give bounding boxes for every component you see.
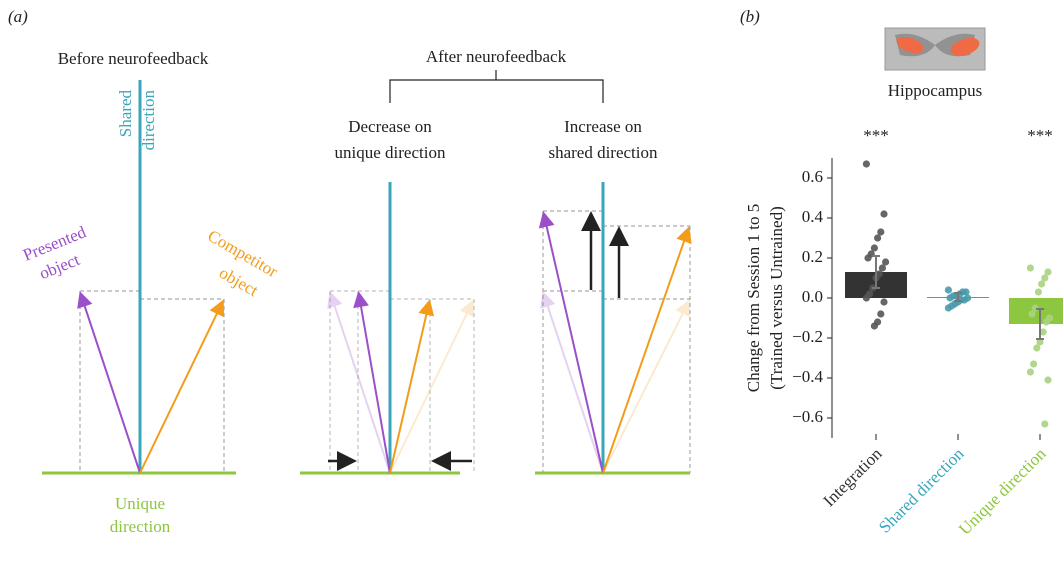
increase-title: shared direction bbox=[548, 143, 658, 162]
panel-label: (b) bbox=[740, 7, 760, 26]
data-point bbox=[878, 264, 887, 272]
bracket bbox=[389, 70, 604, 103]
data-point bbox=[944, 286, 953, 294]
x-tick-label: Integration bbox=[819, 444, 886, 511]
data-point bbox=[1041, 274, 1049, 282]
diagram-increase bbox=[535, 182, 692, 475]
shared-label: Shared bbox=[116, 90, 135, 138]
data-point bbox=[1038, 280, 1046, 288]
data-point bbox=[877, 310, 885, 318]
diagram-before bbox=[42, 80, 236, 475]
panel-label: (a) bbox=[8, 7, 28, 26]
increase-title: Increase on bbox=[564, 117, 642, 136]
data-point bbox=[1041, 420, 1049, 428]
before-title: Before neurofeedback bbox=[58, 49, 209, 68]
data-point bbox=[1028, 310, 1036, 318]
y-tick-label: 0.2 bbox=[802, 247, 823, 266]
data-point bbox=[862, 160, 871, 168]
data-point bbox=[1044, 268, 1052, 276]
data-point bbox=[1044, 376, 1052, 384]
error-bar bbox=[1036, 308, 1044, 340]
data-point bbox=[1033, 344, 1041, 352]
unique-label: direction bbox=[110, 517, 171, 536]
panel-b: (b) Hippocampus Change from Session 1 to… bbox=[740, 7, 986, 438]
data-point bbox=[874, 234, 882, 242]
error-bar bbox=[954, 292, 962, 302]
unique-label: Unique bbox=[115, 494, 165, 513]
data-point bbox=[880, 210, 888, 218]
data-point bbox=[877, 228, 885, 236]
data-point bbox=[864, 254, 872, 262]
decrease-title: unique direction bbox=[335, 143, 446, 162]
significance: *** bbox=[1027, 126, 1053, 145]
y-tick-label: 0.4 bbox=[802, 207, 824, 226]
data-point bbox=[1036, 338, 1044, 346]
brain-image bbox=[884, 27, 986, 71]
data-point bbox=[882, 258, 890, 266]
data-point bbox=[1034, 288, 1042, 296]
error-bar bbox=[872, 255, 880, 289]
data-point bbox=[1039, 328, 1047, 336]
data-point bbox=[1042, 318, 1050, 326]
decrease-title: Decrease on bbox=[348, 117, 432, 136]
x-tick-label: Unique direction bbox=[955, 444, 1050, 539]
panel-a: (a) Before neurofeedback Shared directio… bbox=[8, 7, 692, 536]
significance: *** bbox=[863, 126, 889, 145]
data-point bbox=[1026, 368, 1034, 376]
y-tick-label: −0.4 bbox=[792, 367, 823, 386]
diagram-decrease bbox=[300, 182, 475, 475]
y-tick-label: 0.0 bbox=[802, 287, 823, 306]
y-tick-label: 0.6 bbox=[802, 167, 823, 186]
y-tick-label: −0.6 bbox=[792, 407, 823, 426]
data-point bbox=[944, 304, 953, 312]
data-point bbox=[862, 294, 871, 302]
data-point bbox=[870, 322, 879, 330]
y-axis-title: Change from Session 1 to 5 bbox=[744, 204, 763, 392]
image-caption: Hippocampus bbox=[888, 81, 982, 100]
after-title: After neurofeedback bbox=[426, 47, 567, 66]
shared-label: direction bbox=[139, 90, 158, 151]
data-point bbox=[880, 298, 888, 306]
y-tick-label: −0.2 bbox=[792, 327, 823, 346]
data-point bbox=[946, 294, 954, 302]
data-point bbox=[1030, 360, 1038, 368]
x-tick-label: Shared direction bbox=[875, 444, 968, 537]
data-point bbox=[1026, 264, 1034, 272]
data-point bbox=[870, 244, 879, 252]
y-axis-title: (Trained versus Untrained) bbox=[767, 206, 786, 390]
